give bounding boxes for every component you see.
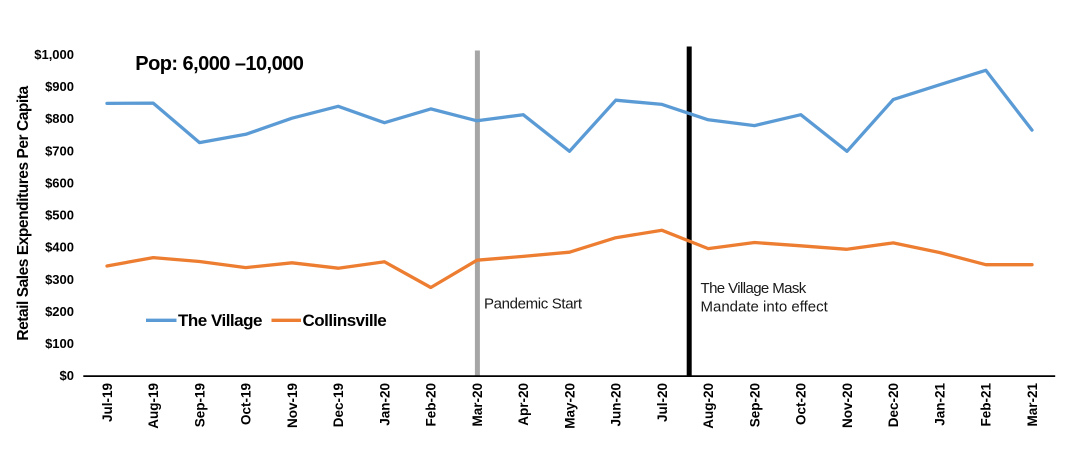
svg-text:The Village Mask: The Village Mask [701, 280, 807, 297]
svg-text:Pandemic Start: Pandemic Start [484, 295, 583, 312]
svg-text:Mandate into effect: Mandate into effect [701, 298, 829, 315]
svg-text:Mar-21: Mar-21 [1025, 383, 1040, 427]
svg-text:Jul-19: Jul-19 [100, 383, 115, 422]
svg-text:$200: $200 [45, 304, 74, 319]
svg-text:Feb-21: Feb-21 [979, 383, 994, 427]
svg-text:Nov-20: Nov-20 [840, 383, 855, 428]
svg-text:Nov-19: Nov-19 [285, 383, 300, 428]
svg-text:Dec-20: Dec-20 [886, 383, 901, 427]
svg-text:$400: $400 [45, 240, 74, 255]
svg-text:Dec-19: Dec-19 [331, 383, 346, 427]
svg-text:$700: $700 [45, 143, 74, 158]
svg-text:Jul-20: Jul-20 [655, 383, 670, 422]
svg-text:Pop: 6,000 –10,000: Pop: 6,000 –10,000 [135, 53, 303, 75]
svg-text:$100: $100 [45, 336, 74, 351]
svg-text:May-20: May-20 [562, 383, 577, 429]
svg-text:$500: $500 [45, 208, 74, 223]
svg-text:The Village: The Village [178, 311, 262, 330]
svg-text:Oct-20: Oct-20 [794, 383, 809, 425]
svg-text:Sep-20: Sep-20 [747, 383, 762, 427]
svg-text:Apr-20: Apr-20 [516, 383, 531, 426]
svg-text:Sep-19: Sep-19 [192, 383, 207, 427]
svg-text:$800: $800 [45, 111, 74, 126]
svg-text:Aug-20: Aug-20 [701, 383, 716, 429]
svg-text:Retail Sales Expenditures Per: Retail Sales Expenditures Per Capita [15, 86, 32, 341]
svg-text:Jan-20: Jan-20 [377, 383, 392, 426]
svg-text:Mar-20: Mar-20 [470, 383, 485, 427]
svg-text:$300: $300 [45, 272, 74, 287]
svg-text:Feb-20: Feb-20 [424, 383, 439, 427]
svg-text:Aug-19: Aug-19 [146, 383, 161, 429]
svg-text:Oct-19: Oct-19 [239, 383, 254, 425]
svg-text:$1,000: $1,000 [34, 47, 74, 62]
svg-text:Collinsville: Collinsville [303, 311, 387, 330]
svg-text:$600: $600 [45, 175, 74, 190]
svg-text:$900: $900 [45, 79, 74, 94]
svg-text:Jan-21: Jan-21 [932, 383, 947, 426]
svg-text:$0: $0 [60, 368, 74, 383]
svg-text:Jun-20: Jun-20 [609, 383, 624, 427]
